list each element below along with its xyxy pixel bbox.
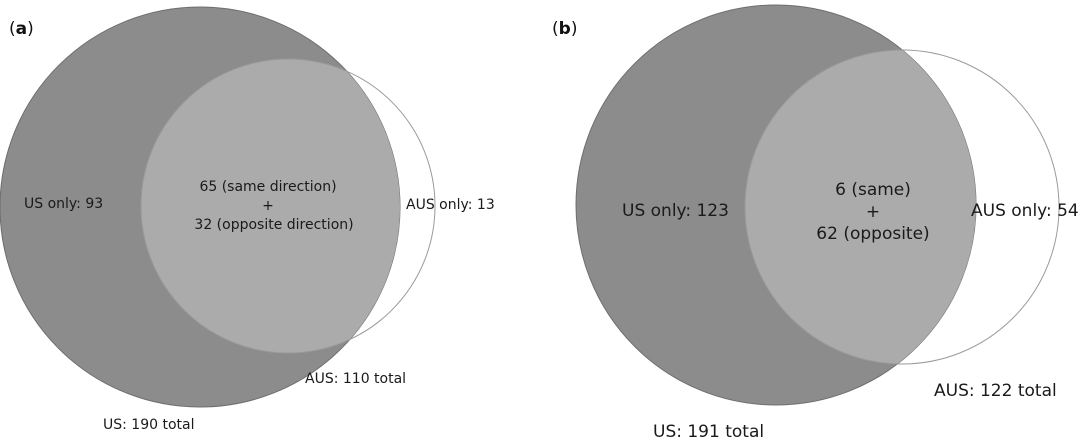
overlap-same-label-b: 6 (same) [835, 180, 911, 200]
aus-total-label-b: AUS: 122 total [934, 381, 1057, 401]
us-only-label-a: US only: 93 [24, 196, 103, 212]
aus-only-label-a: AUS only: 13 [406, 197, 495, 213]
overlap-same-label-a: 65 (same direction) [199, 179, 336, 195]
aus-circle-b [744, 49, 1060, 365]
overlap-region-b [745, 50, 976, 364]
aus-only-label-b: AUS only: 54 [971, 201, 1079, 221]
overlap-opposite-label-a: 32 (opposite direction) [194, 217, 353, 233]
aus-total-label-a: AUS: 110 total [305, 371, 406, 387]
panel-b: (b) US only: 123 6 (same) + 62 (opposite… [552, 4, 1079, 441]
us-only-label-b: US only: 123 [622, 201, 729, 221]
panel-label-a: (a) [9, 19, 34, 39]
panel-label-b: (b) [552, 19, 577, 39]
us-total-label-a: US: 190 total [103, 417, 195, 433]
panel-a: (a) US only: 93 65 (same direction) + 32… [0, 6, 495, 433]
us-total-label-b: US: 191 total [653, 422, 764, 441]
overlap-plus-b: + [866, 202, 880, 222]
aus-circle-a [140, 58, 436, 354]
overlap-region-a [141, 59, 400, 353]
overlap-plus-a: + [262, 198, 274, 214]
overlap-opposite-label-b: 62 (opposite) [816, 224, 929, 244]
